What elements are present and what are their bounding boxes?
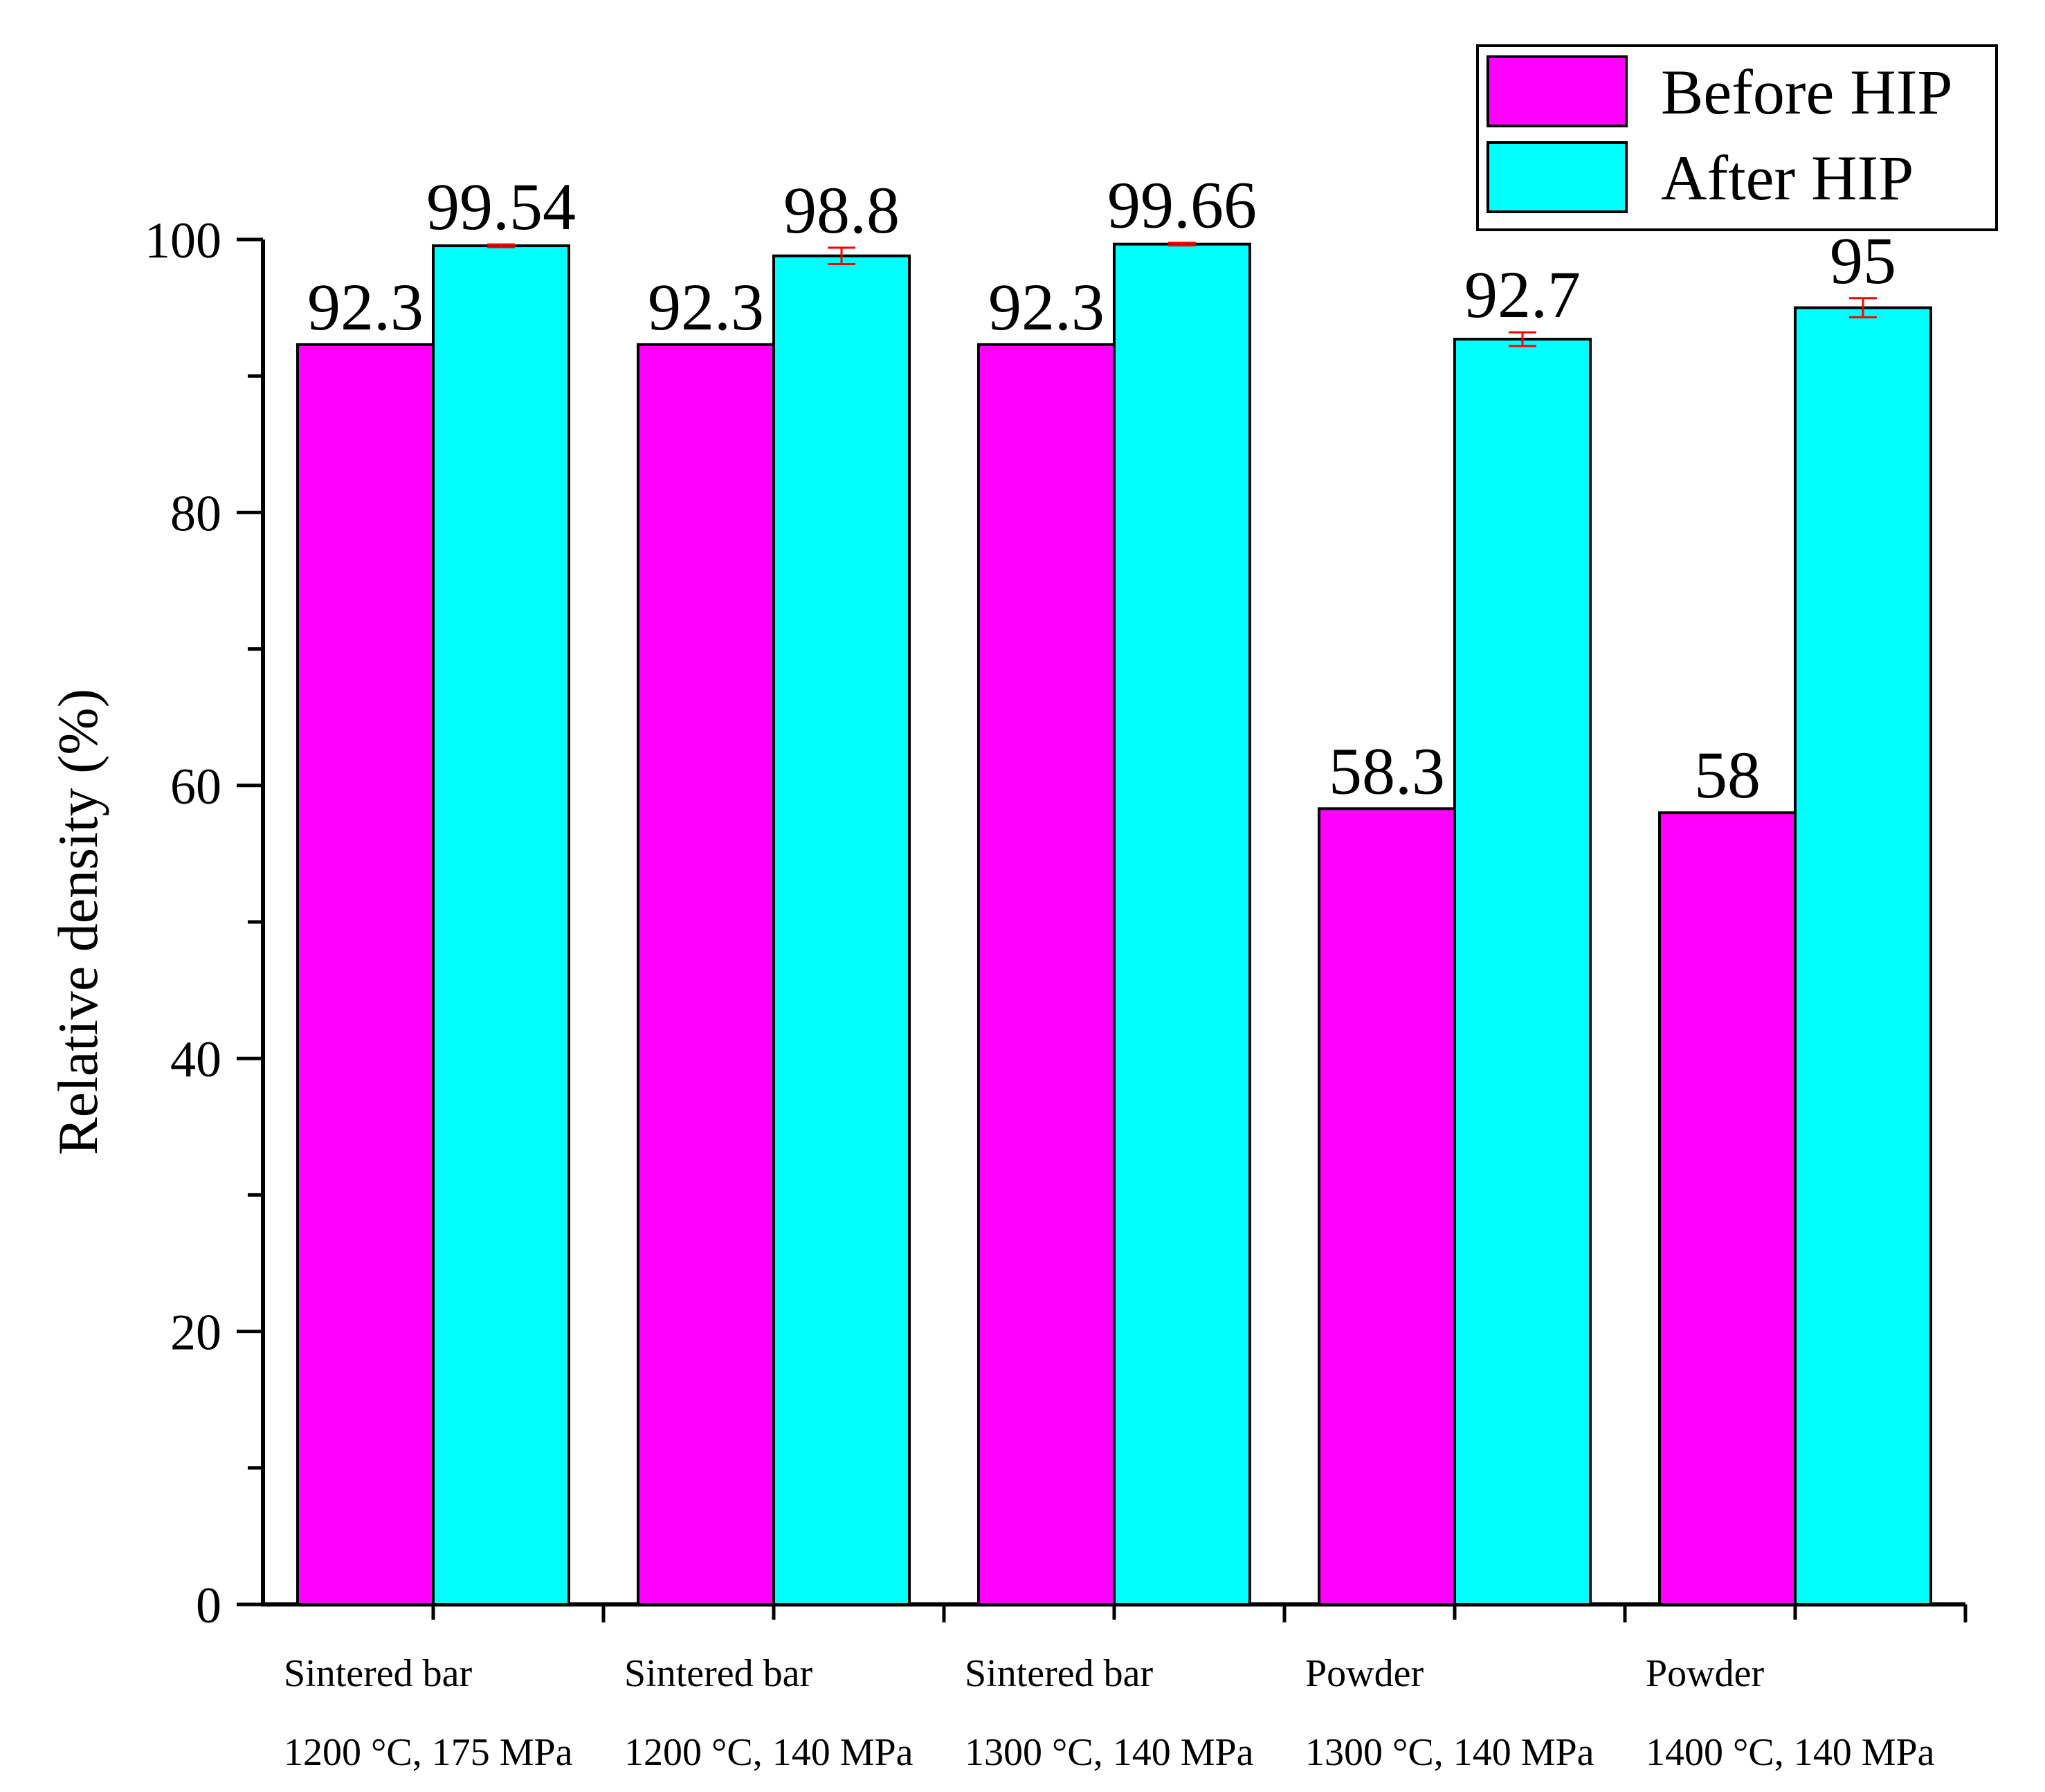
legend-swatch-after-hip xyxy=(1487,141,1628,213)
legend-label: Before HIP xyxy=(1661,57,1953,127)
legend: Before HIP After HIP xyxy=(1476,44,1998,231)
y-tick-label: 40 xyxy=(170,1031,221,1088)
data-label: 58 xyxy=(1694,738,1761,812)
category-label-line1: Powder xyxy=(1646,1652,1764,1695)
data-label: 99.66 xyxy=(1107,168,1257,242)
category-label-line2: 1200 °C, 140 MPa xyxy=(624,1731,914,1774)
y-tick-label: 60 xyxy=(170,759,221,815)
category-label-line1: Sintered bar xyxy=(624,1652,812,1695)
data-label: 92.7 xyxy=(1464,257,1581,332)
legend-swatch-before-hip xyxy=(1487,55,1628,127)
y-tick-label: 100 xyxy=(145,212,221,269)
data-label: 58.3 xyxy=(1329,734,1445,808)
y-axis-title: Relative density (%) xyxy=(46,689,109,1155)
y-tick-label: 80 xyxy=(170,485,221,542)
bars-layer xyxy=(296,242,1932,1607)
bar-after-hip xyxy=(432,244,570,1607)
bar-before-hip xyxy=(1318,807,1456,1606)
category-label-line1: Sintered bar xyxy=(284,1652,472,1695)
y-tick-label: 20 xyxy=(170,1305,221,1361)
data-label: 95 xyxy=(1830,224,1896,298)
y-tick-label: 0 xyxy=(196,1577,221,1634)
data-label: 92.3 xyxy=(988,270,1105,344)
category-label-line2: 1400 °C, 140 MPa xyxy=(1646,1731,1935,1774)
bar-after-hip xyxy=(1113,242,1251,1606)
bar-before-hip xyxy=(1658,811,1797,1606)
category-label-line2: 1300 °C, 140 MPa xyxy=(1305,1731,1594,1774)
bar-after-hip xyxy=(772,254,911,1607)
category-label-line2: 1200 °C, 175 MPa xyxy=(284,1731,573,1774)
bar-before-hip xyxy=(977,343,1116,1606)
legend-label: After HIP xyxy=(1661,143,1914,213)
data-label: 98.8 xyxy=(783,173,900,247)
data-label: 92.3 xyxy=(307,270,424,344)
bar-after-hip xyxy=(1453,337,1592,1606)
bar-before-hip xyxy=(296,343,435,1606)
axes-layer: 0 20 40 60 80 100 Relative density (%) Sintered… xyxy=(46,212,1967,1774)
category-label-line1: Powder xyxy=(1305,1652,1424,1695)
data-label: 99.54 xyxy=(426,170,576,244)
bar-after-hip xyxy=(1794,306,1932,1607)
bar-before-hip xyxy=(637,343,775,1606)
data-label: 92.3 xyxy=(648,270,764,344)
category-label-line2: 1300 °C, 140 MPa xyxy=(965,1731,1254,1774)
category-label-line1: Sintered bar xyxy=(965,1652,1153,1695)
